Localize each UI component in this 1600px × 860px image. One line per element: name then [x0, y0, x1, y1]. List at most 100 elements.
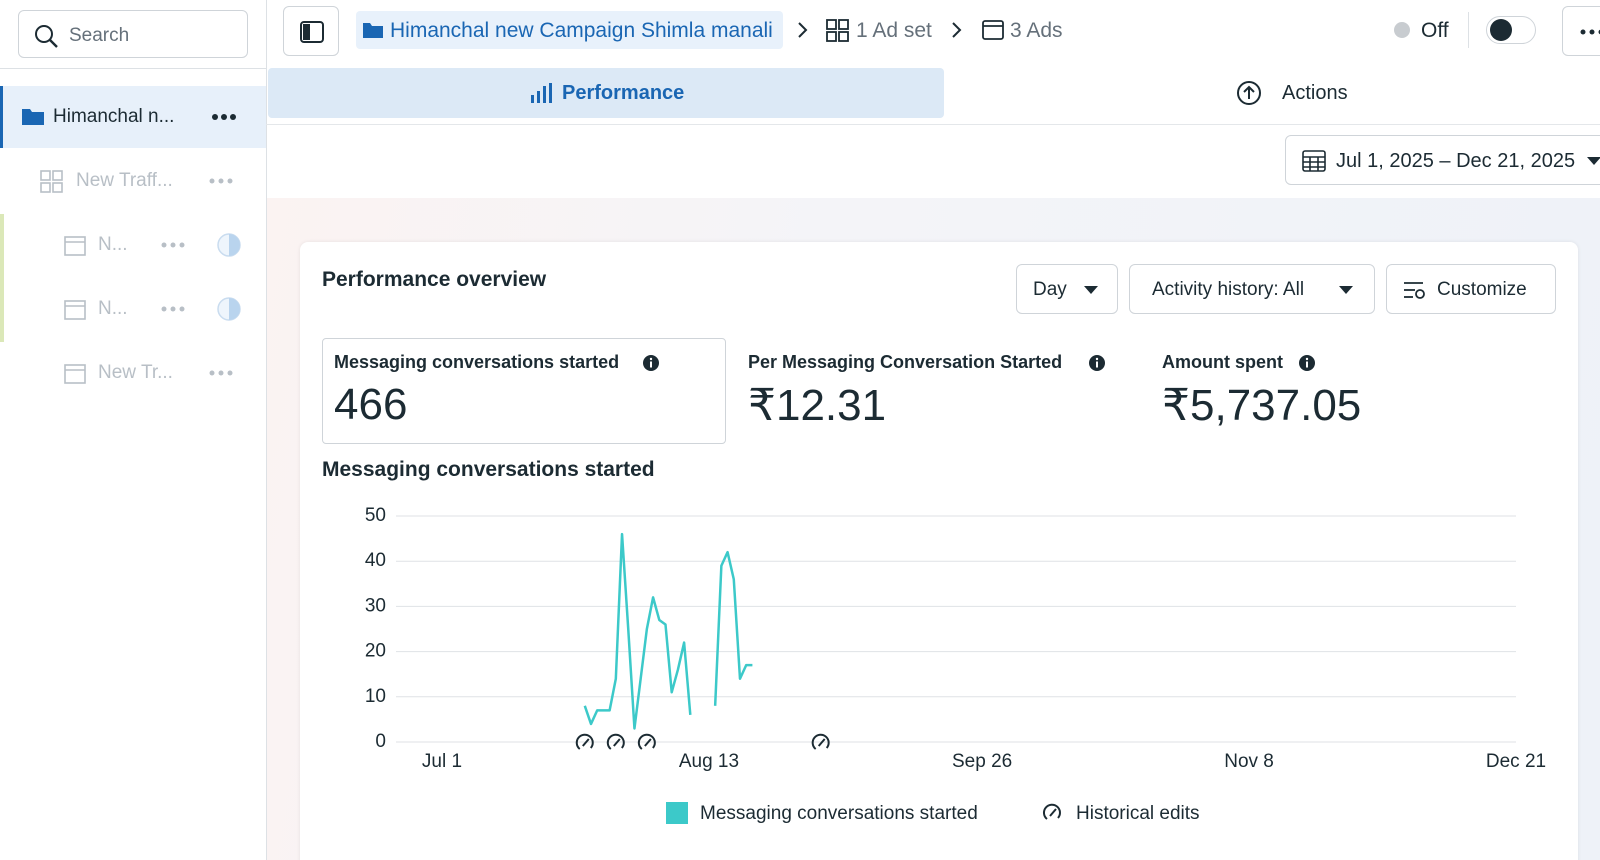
chevron: [952, 22, 962, 38]
more-dots[interactable]: [211, 113, 237, 121]
metric-label: Per Messaging Conversation Started: [748, 352, 1063, 372]
caret: [1587, 157, 1600, 165]
item-label: N...: [98, 234, 128, 255]
search-placeholder: Search: [69, 25, 130, 46]
historical-edit-marker: [1042, 803, 1061, 820]
breadcrumb-adset[interactable]: 1 Ad set: [856, 19, 932, 42]
control-label: Activity history: All: [1152, 279, 1305, 300]
overview-title: Performance overview: [322, 268, 547, 291]
adset-icon: [40, 170, 63, 193]
tab-actions[interactable]: Actions: [1230, 68, 1390, 118]
tab-label: Actions: [1282, 82, 1348, 104]
toggle-knob: [1490, 19, 1512, 41]
breadcrumb-campaign[interactable]: Himanchal new Campaign Shimla manali: [356, 11, 783, 49]
ad-icon: [64, 364, 86, 384]
tab-performance[interactable]: Performance: [268, 68, 944, 118]
toggle[interactable]: [1486, 16, 1536, 44]
edit-arc: [1042, 803, 1061, 820]
sidebar-toggle[interactable]: [283, 6, 339, 56]
y-tick-label: 50: [365, 505, 386, 526]
date-range: Jul 1, 2025 – Dec 21, 2025: [1336, 150, 1576, 172]
status-dot: [1394, 22, 1410, 38]
historical-edit-marker: [575, 733, 594, 750]
ad-icon: [64, 300, 86, 320]
search-icon: [35, 25, 58, 48]
folder-icon: [22, 109, 44, 125]
legend-label: Historical edits: [1076, 803, 1200, 824]
caret: [1339, 286, 1353, 294]
activity-dropdown[interactable]: Activity history: All: [1129, 264, 1375, 314]
divider: [0, 68, 266, 69]
breadcrumb-ads[interactable]: 3 Ads: [1010, 19, 1063, 42]
day-dropdown[interactable]: Day: [1016, 264, 1118, 314]
divider: [1468, 12, 1469, 48]
metric-box[interactable]: [322, 338, 726, 444]
ad-item[interactable]: N...: [0, 278, 266, 340]
item-label: Himanchal n...: [53, 106, 175, 127]
customize-button[interactable]: Customize: [1386, 264, 1556, 314]
ad-icon: [982, 20, 1004, 40]
panel-icon: [300, 21, 324, 43]
info-icon[interactable]: [1088, 354, 1106, 372]
info-icon[interactable]: [1298, 354, 1316, 372]
edit-needle: [582, 738, 590, 747]
search-box[interactable]: Search: [18, 10, 248, 58]
sidebar: Search Himanchal n... New Traff... N... …: [0, 0, 267, 860]
control-label: Day: [1033, 279, 1067, 300]
historical-edit-marker: [637, 733, 656, 750]
date-range-button[interactable]: Jul 1, 2025 – Dec 21, 2025: [1285, 135, 1600, 185]
adset-icon: [826, 19, 849, 42]
campaign-item[interactable]: Himanchal n...: [0, 86, 266, 148]
ad-icon: [64, 236, 86, 256]
edit-needle: [1049, 808, 1057, 817]
x-tick-label: Nov 8: [1224, 751, 1274, 772]
edit-needle: [613, 738, 621, 747]
overview-card: Performance overview Day Activity histor…: [300, 242, 1578, 860]
more-dots[interactable]: [160, 241, 186, 249]
historical-edit-marker: [606, 733, 625, 750]
info-icon[interactable]: [642, 354, 660, 372]
metric-value: ₹5,737.05: [1162, 381, 1362, 430]
breadcrumb-text: Himanchal new Campaign Shimla manali: [390, 19, 773, 42]
y-tick-label: 20: [365, 641, 386, 662]
more-dots[interactable]: [208, 369, 234, 377]
more-dots[interactable]: [160, 305, 186, 313]
edit-arc: [606, 733, 625, 750]
group-bar: [0, 214, 4, 342]
x-tick-label: Jul 1: [422, 751, 462, 772]
more-button[interactable]: [1562, 6, 1600, 56]
divider: [266, 124, 1600, 125]
item-label: New Tr...: [98, 362, 173, 383]
customize-icon: [1404, 282, 1425, 299]
folder-icon: [363, 23, 383, 38]
ad-item[interactable]: New Tr...: [0, 342, 266, 404]
edit-needle: [644, 738, 652, 747]
y-tick-label: 0: [375, 731, 386, 752]
chart-icon: [531, 83, 552, 103]
x-tick-label: Sep 26: [952, 751, 1012, 772]
historical-edit-marker: [811, 733, 830, 750]
chevron: [798, 22, 808, 38]
legend-swatch: [666, 802, 688, 824]
metric-value: ₹12.31: [748, 381, 887, 430]
adset-item[interactable]: New Traff...: [0, 150, 266, 212]
x-tick-label: Aug 13: [679, 751, 739, 772]
chart-title: Messaging conversations started: [322, 458, 655, 481]
status-icon: [217, 297, 241, 321]
control-label: Customize: [1437, 279, 1527, 300]
x-tick-label: Dec 21: [1486, 751, 1546, 772]
status-text: Off: [1421, 19, 1449, 42]
caret: [1084, 286, 1098, 294]
edit-arc: [811, 733, 830, 750]
more-dots[interactable]: [208, 177, 234, 185]
ad-item[interactable]: N...: [0, 214, 266, 276]
actions-icon: [1237, 81, 1261, 105]
edit-arc: [637, 733, 656, 750]
metric-label: Amount spent: [1162, 352, 1283, 372]
metric-label: Messaging conversations started: [334, 352, 620, 372]
status-icon: [217, 233, 241, 257]
tab-label: Performance: [562, 82, 685, 104]
item-label: New Traff...: [76, 170, 173, 191]
edit-needle: [817, 738, 826, 747]
